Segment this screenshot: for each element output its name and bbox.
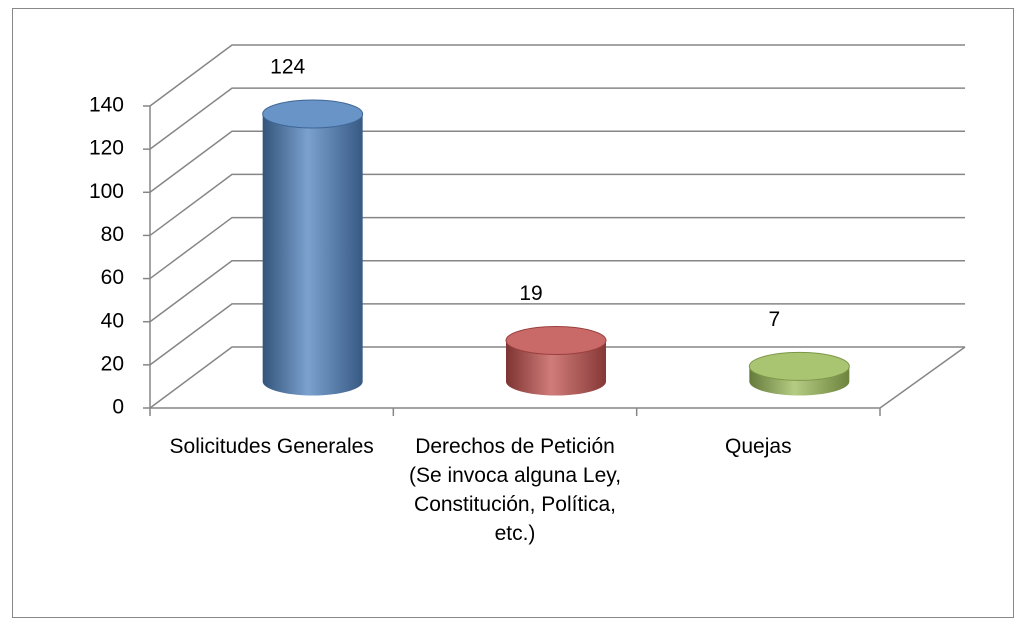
y-tick-label: 120 (89, 137, 124, 160)
y-tick-label: 80 (101, 223, 124, 246)
x-tick-label: Derechos de Petición (Se invoca alguna L… (408, 435, 622, 545)
y-tick-label: 20 (101, 352, 124, 375)
grid-line (149, 130, 965, 193)
bar-top (748, 351, 850, 381)
y-tick-label: 40 (101, 309, 124, 332)
grid-line (149, 259, 965, 323)
x-tick-label: Solicitudes Generales (169, 435, 374, 458)
y-tick-label: 140 (89, 94, 124, 117)
grid-line (149, 346, 965, 409)
x-tick-label: Quejas (725, 435, 792, 458)
data-label: 19 (519, 282, 542, 305)
bar (262, 114, 363, 396)
data-label: 7 (768, 308, 780, 331)
bar (506, 340, 606, 396)
grid-line (149, 216, 965, 280)
chart-border (12, 8, 1014, 618)
y-tick-label: 60 (101, 266, 124, 289)
y-tick-label: 100 (89, 180, 124, 203)
y-tick-label: 0 (112, 396, 124, 419)
grid-line (149, 87, 965, 150)
data-label: 124 (270, 56, 305, 79)
grid-line (149, 173, 965, 237)
grid-line (149, 303, 965, 366)
bar-top (262, 99, 364, 129)
grid-line (149, 44, 965, 107)
bar-top (505, 326, 607, 356)
